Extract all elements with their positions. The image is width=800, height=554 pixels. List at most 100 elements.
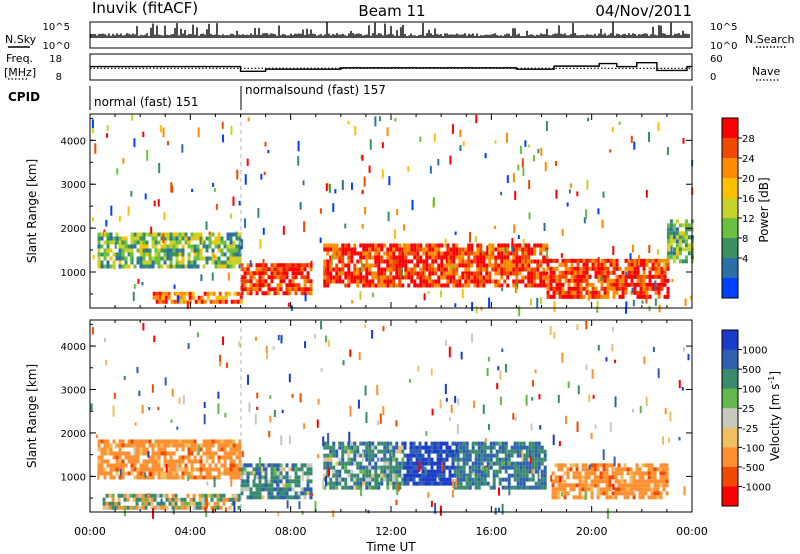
echo-cell [479, 275, 483, 280]
echo-cell [303, 463, 307, 468]
echo-cell [365, 473, 369, 478]
echo-cell [500, 267, 504, 272]
echo-cell [412, 477, 416, 482]
echo-cell [525, 485, 529, 490]
echo-cell [238, 236, 242, 241]
echo-cell [109, 447, 113, 452]
echo-cell [468, 469, 472, 474]
echo-cell [428, 251, 432, 256]
echo-cell [453, 473, 457, 478]
echo-speck [543, 222, 546, 232]
echo-cell [356, 251, 360, 256]
echo-cell [279, 475, 283, 480]
echo-cell [160, 447, 164, 452]
echo-cell [359, 465, 363, 470]
echo-cell [581, 475, 585, 480]
echo-cell [512, 255, 516, 260]
echo-cell [279, 463, 283, 468]
echo-cell [427, 453, 431, 458]
echo-speck [451, 489, 454, 498]
echo-cell [199, 467, 203, 472]
echo-speck [527, 457, 530, 462]
echo-speck [687, 354, 690, 361]
echo-cell [588, 294, 592, 299]
echo-cell [531, 461, 535, 466]
echo-cell [395, 457, 399, 462]
echo-cell [211, 260, 215, 265]
echo-cell [392, 445, 396, 450]
echo-cell [243, 483, 247, 488]
echo-cell [570, 278, 574, 283]
echo-cell [451, 461, 455, 466]
echo-cell [202, 256, 206, 261]
echo-cell [443, 271, 447, 276]
echo-cell [100, 467, 104, 472]
echo-cell [494, 247, 498, 252]
echo-cell [453, 453, 457, 458]
echo-speck [512, 413, 515, 420]
echo-cell [353, 477, 357, 482]
echo-cell [585, 286, 589, 291]
echo-cell [515, 255, 519, 260]
echo-cell [151, 471, 155, 476]
echo-cell [142, 264, 146, 269]
echo-cell [365, 243, 369, 248]
echo-cell [205, 443, 209, 448]
echo-cell [462, 457, 466, 462]
echo-cell [383, 275, 387, 280]
echo-cell [109, 451, 113, 456]
echo-cell [407, 259, 411, 264]
echo-speck [424, 466, 427, 477]
echo-cell [377, 271, 381, 276]
echo-cell [623, 483, 627, 488]
echo-cell [211, 459, 215, 464]
echo-cell [660, 258, 664, 263]
echo-cell [451, 453, 455, 458]
echo-cell [365, 267, 369, 272]
echo-cell [172, 439, 176, 444]
echo-cell [356, 477, 360, 482]
echo-speck [652, 346, 655, 353]
echo-cell [223, 439, 227, 444]
echo-cell [603, 262, 607, 267]
echo-cell [201, 493, 205, 498]
echo-cell [436, 445, 440, 450]
echo-cell [605, 467, 609, 472]
echo-cell [176, 291, 180, 296]
echo-cell [353, 247, 357, 252]
echo-speck [325, 183, 328, 191]
echo-speck [431, 408, 434, 416]
echo-cell [645, 274, 649, 279]
echo-cell [219, 497, 223, 502]
echo-cell [566, 491, 570, 496]
echo-cell [267, 487, 271, 492]
echo-cell [171, 501, 175, 506]
echo-cell [632, 479, 636, 484]
echo-cell [356, 465, 360, 470]
echo-cell [434, 283, 438, 288]
echo-cell [238, 443, 242, 448]
echo-cell [492, 453, 496, 458]
echo-cell [335, 263, 339, 268]
echo-cell [166, 264, 170, 269]
echo-cell [422, 275, 426, 280]
echo-speck [600, 270, 603, 279]
x-tick-label: 12:00 [375, 525, 407, 538]
echo-cell [187, 252, 191, 257]
echo-cell [368, 449, 372, 454]
echo-cell [356, 461, 360, 466]
echo-cell [412, 465, 416, 470]
echo-cell [614, 487, 618, 492]
echo-cell [624, 286, 628, 291]
echo-cell [108, 501, 112, 506]
echo-cell [386, 275, 390, 280]
echo-cell [406, 477, 410, 482]
echo-cell [309, 467, 313, 472]
echo-speck [471, 333, 474, 343]
echo-cell [599, 475, 603, 480]
echo-cell [130, 455, 134, 460]
echo-cell [626, 495, 630, 500]
echo-speck [601, 219, 604, 229]
echo-cell [666, 235, 670, 240]
echo-cell [258, 483, 262, 488]
